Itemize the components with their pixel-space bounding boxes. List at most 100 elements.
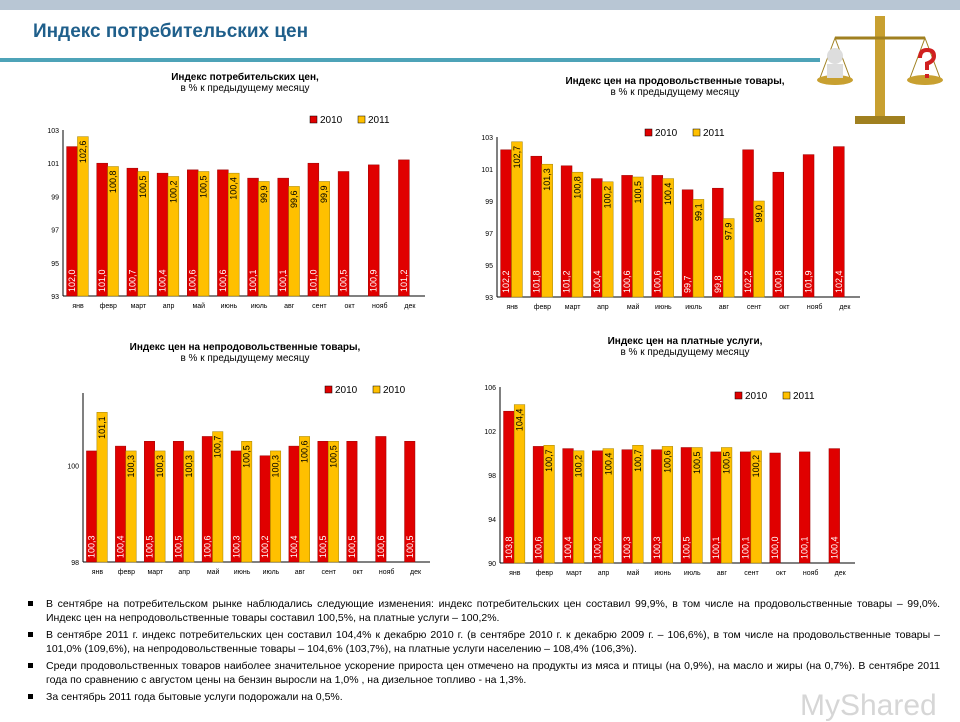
legend-swatch	[692, 128, 701, 137]
data-label: 100,6	[533, 536, 543, 559]
data-label: 100,5	[692, 452, 702, 475]
bar	[317, 441, 329, 563]
page-title: Индекс потребительских цен	[33, 21, 309, 42]
bar	[621, 449, 633, 564]
scales-with-question-mark-icon	[817, 16, 943, 124]
bar	[750, 450, 762, 564]
bar	[288, 445, 300, 563]
y-tick-label: 99	[485, 199, 493, 206]
data-label: 100,3	[87, 535, 97, 558]
chart-title: Индекс цен на продовольственные товары, в…	[495, 76, 855, 98]
y-tick-label: 100	[67, 463, 79, 470]
data-label: 100,2	[260, 535, 270, 558]
x-tick-label: сент	[747, 304, 762, 311]
x-tick-label: апр	[178, 569, 190, 576]
bar	[299, 436, 310, 563]
data-label: 100,6	[218, 269, 228, 292]
chart-title-text: Индекс цен на непродовольственные товары…	[129, 342, 361, 353]
x-tick-label: февр	[100, 303, 117, 310]
data-label: 100,3	[184, 455, 194, 478]
data-label: 100,3	[231, 535, 241, 558]
x-tick-label: нояб	[803, 569, 819, 577]
bar	[742, 149, 754, 298]
data-label: 101,8	[531, 270, 541, 293]
bar	[799, 451, 811, 564]
data-label: 100,5	[318, 535, 328, 558]
data-label: 102,2	[743, 270, 753, 293]
data-label: 101,3	[542, 168, 552, 191]
x-tick-label: авг	[295, 569, 306, 576]
chart-title: Индекс потребительских цен, в % к предыду…	[65, 72, 425, 94]
bar	[197, 171, 210, 297]
bar	[592, 450, 604, 564]
data-label: 100,4	[116, 535, 126, 558]
chart-title-text: Индекс цен на платные услуги,	[607, 336, 763, 347]
bar	[591, 178, 603, 298]
bar	[172, 441, 184, 563]
legend-swatch	[324, 385, 333, 394]
bar	[144, 441, 155, 563]
y-tick-label: 102	[484, 429, 496, 436]
bar	[228, 172, 240, 297]
x-tick-label: окт	[779, 304, 790, 311]
bar	[662, 178, 674, 298]
bar	[573, 450, 585, 564]
data-label: 100,1	[800, 536, 810, 559]
bar	[167, 176, 180, 297]
x-tick-label: авг	[717, 570, 728, 577]
note-item: Среди продовольственных товаров наиболее…	[28, 659, 940, 687]
bar	[115, 445, 127, 563]
x-tick-label: дек	[839, 304, 851, 311]
legend-label: 2011	[368, 115, 390, 126]
bar	[500, 149, 512, 298]
bar	[651, 449, 663, 564]
bar	[691, 447, 703, 564]
bar	[368, 164, 380, 297]
y-tick-label: 95	[51, 261, 59, 268]
bar	[86, 450, 98, 563]
legend-label: 2011	[703, 128, 725, 139]
data-label: 100,5	[145, 535, 155, 558]
legend-label: 2011	[793, 391, 815, 402]
y-tick-label: 93	[485, 295, 493, 302]
x-tick-label: янв	[506, 304, 518, 311]
bar	[277, 177, 289, 297]
data-label: 99,1	[693, 203, 703, 221]
x-tick-label: нояб	[379, 568, 395, 576]
x-tick-label: июль	[684, 570, 701, 577]
chart-title: Индекс цен на непродовольственные товары…	[65, 342, 425, 364]
bar	[270, 450, 282, 563]
bar	[107, 166, 119, 297]
legend-swatch	[644, 128, 653, 137]
data-label: 100,6	[622, 270, 632, 293]
bar	[530, 155, 543, 298]
bar	[571, 171, 584, 298]
bar	[560, 165, 573, 298]
data-label: 100,5	[242, 445, 252, 468]
x-tick-label: июнь	[654, 570, 671, 577]
data-label: 102,0	[67, 269, 77, 292]
data-label: 101,0	[97, 269, 107, 292]
data-label: 100,2	[593, 536, 603, 559]
bar	[541, 163, 553, 298]
data-label: 99,9	[319, 185, 329, 203]
y-tick-label: 93	[51, 294, 59, 301]
bar	[258, 181, 270, 297]
data-label: 100,3	[652, 536, 662, 559]
bar	[692, 199, 705, 298]
bar	[602, 181, 614, 298]
bar	[621, 175, 633, 298]
bar	[513, 404, 526, 564]
data-label: 100,4	[592, 270, 602, 293]
chart-title: Индекс цен на платные услуги, в % к преды…	[505, 336, 865, 358]
y-tick-label: 103	[47, 128, 59, 135]
data-label: 100,6	[202, 535, 212, 558]
bar	[723, 218, 735, 298]
data-label: 101,9	[804, 270, 814, 293]
bar	[288, 186, 300, 297]
y-tick-label: 94	[488, 517, 496, 524]
legend-label: 2010	[655, 128, 678, 139]
x-tick-label: сент	[322, 569, 337, 576]
x-tick-label: нояб	[807, 303, 823, 311]
bar	[769, 452, 781, 564]
